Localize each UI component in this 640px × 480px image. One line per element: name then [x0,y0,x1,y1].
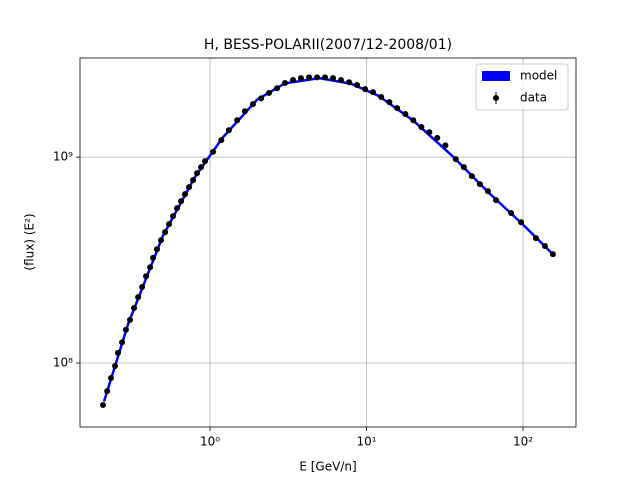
data-point [290,76,297,83]
data-point [314,74,321,81]
data-point [338,76,345,83]
data-point [281,80,288,87]
data-point [346,79,353,86]
data-point [394,105,401,112]
data-point [122,326,129,333]
y-tick-label: 10⁹ [53,150,73,164]
data-point [532,235,539,242]
data-point [434,134,441,141]
x-axis-label: E [GeV/n] [299,460,356,474]
data-point [508,210,515,217]
data-point [452,156,459,163]
data-point [147,264,154,271]
data-point [241,108,248,115]
data-point [126,316,133,323]
legend-swatch [482,71,510,81]
data-point [157,237,164,244]
data-point [354,82,361,89]
data-point [426,129,433,136]
data-point [186,184,193,191]
data-point [131,305,138,312]
data-point [225,127,232,134]
data-point [249,101,256,108]
data-point [274,85,281,92]
data-point [484,188,491,195]
y-tick-label: 10⁸ [53,356,73,370]
data-point [297,75,304,82]
data-point [119,339,126,346]
data-point [198,164,205,171]
data-point [549,251,556,258]
data-point [135,294,142,301]
data-point [541,243,548,250]
data-point [182,191,189,198]
data-point [190,177,197,184]
data-point [111,363,118,370]
data-point [139,284,146,291]
y-axis-label: (flux) (E²) [23,213,37,270]
data-point [170,213,177,220]
data-point [162,229,169,236]
data-point [362,86,369,93]
data-point [370,89,377,96]
data-point [104,388,111,395]
data-point [378,93,385,100]
legend-label: data [520,91,547,105]
plot-frame [79,57,577,428]
data-point [218,137,225,144]
data-point [518,219,525,226]
data-point [178,198,185,205]
legend-label: model [520,69,557,83]
data-point [153,246,160,253]
x-tick-label: 10² [513,435,533,449]
data-point [418,124,425,131]
data-point [493,197,500,204]
data-point [386,99,393,106]
data-point [194,170,201,177]
data-point [442,142,449,149]
data-point [99,402,106,409]
x-tick-label: 10⁰ [200,435,220,449]
data-point [234,117,241,124]
data-point [468,173,475,180]
data-point [322,74,329,81]
data-point [210,148,217,155]
chart-title: H, BESS-POLARII(2007/12-2008/01) [204,37,452,53]
data-point [402,110,409,117]
data-point [265,89,272,96]
plot-area: 10⁰ 10¹ 10² 10⁸ 10⁹ model data [53,57,577,449]
data-point [306,74,313,81]
data-point [258,95,265,102]
legend-marker [493,95,499,101]
x-tick-label: 10¹ [356,435,376,449]
data-point [476,181,483,188]
data-point [460,164,467,171]
data-point [143,273,150,280]
data-point [173,205,180,212]
data-point [108,374,115,381]
data-point [149,254,156,261]
data-point [410,117,417,124]
data-point [330,75,337,82]
data-point [114,349,121,356]
data-point [166,221,173,228]
data-point [202,158,209,165]
